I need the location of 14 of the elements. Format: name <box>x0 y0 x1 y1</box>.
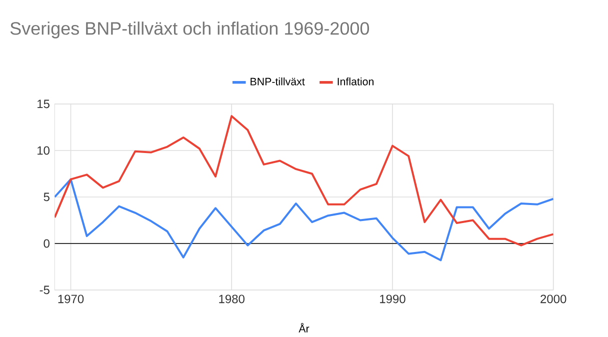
line-series <box>54 115 554 246</box>
y-tick-label: 0 <box>44 239 50 248</box>
x-tick-label: 2000 <box>540 294 566 304</box>
y-tick-label: -5 <box>40 286 50 294</box>
y-tick-label: 10 <box>38 146 50 155</box>
x-tick-label: 1970 <box>58 294 84 304</box>
x-axis-title: År <box>298 323 310 332</box>
x-tick-label: 1980 <box>219 294 244 304</box>
chart-title: Sveriges BNP-tillväxt och inflation 1969-2000 <box>10 22 370 38</box>
y-tick-label: 5 <box>44 192 50 202</box>
x-tick-label: 1990 <box>380 294 406 304</box>
y-tick-label: 15 <box>38 100 50 108</box>
legend-label: Inflation <box>338 78 374 86</box>
legend-label: BNP-tillväxt <box>250 78 305 86</box>
